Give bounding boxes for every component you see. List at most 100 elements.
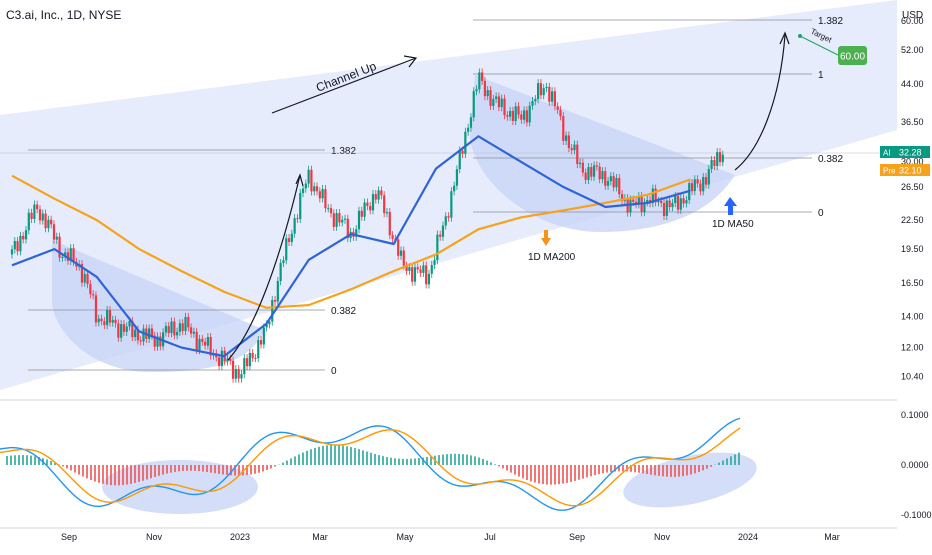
histogram-bar — [74, 465, 76, 473]
candle-body — [587, 167, 589, 180]
candle-body — [386, 212, 388, 213]
candle-body — [573, 145, 575, 151]
candle-body — [495, 96, 497, 98]
histogram-bar — [214, 465, 216, 473]
candle-body — [632, 200, 634, 202]
histogram-bar — [190, 465, 192, 471]
histogram-bar — [342, 446, 344, 465]
histogram-bar — [650, 465, 652, 475]
candle-body — [604, 171, 606, 186]
histogram-bar — [642, 465, 644, 473]
candle-body — [86, 274, 88, 284]
histogram-bar — [450, 454, 452, 465]
histogram-bar — [62, 465, 64, 466]
candle-body — [487, 90, 489, 96]
candle-body — [489, 90, 491, 106]
histogram-bar — [678, 465, 680, 477]
candle-body — [84, 274, 86, 283]
candle-body — [526, 110, 528, 122]
histogram-bar — [534, 465, 536, 483]
histogram-bar — [710, 465, 712, 467]
histogram-bar — [86, 465, 88, 478]
candle-body — [677, 196, 679, 210]
candle-body — [98, 319, 100, 323]
candle-body — [601, 171, 603, 179]
candle-body — [56, 237, 58, 240]
candle-body — [240, 374, 242, 378]
candle-body — [327, 208, 329, 209]
histogram-bar — [150, 465, 152, 478]
candle-body — [576, 145, 578, 164]
candle-body — [277, 281, 279, 302]
histogram-bar — [658, 465, 660, 476]
histogram-bar — [290, 458, 292, 465]
histogram-bar — [502, 465, 504, 468]
price-tick: 52.00 — [901, 45, 924, 55]
candle-body — [431, 265, 433, 274]
candle-body — [610, 176, 612, 181]
fib-label: 0 — [331, 366, 337, 377]
candle-body — [246, 358, 248, 366]
candle-body — [196, 332, 198, 350]
candle-body — [517, 106, 519, 114]
candle-body — [243, 358, 245, 374]
candle-body — [30, 213, 32, 219]
candle-body — [159, 336, 161, 346]
candle-body — [397, 239, 399, 255]
candle-body — [422, 265, 424, 272]
candle-body — [599, 167, 601, 180]
histogram-bar — [142, 465, 144, 481]
candle-body — [363, 203, 365, 217]
currency-label[interactable]: USD — [902, 10, 923, 21]
histogram-bar — [610, 465, 612, 472]
histogram-bar — [382, 456, 384, 465]
candle-body — [193, 332, 195, 334]
histogram-bar — [394, 458, 396, 465]
candle-body — [106, 310, 108, 325]
candle-body — [450, 191, 452, 217]
time-tick: May — [396, 532, 414, 542]
candle-body — [218, 357, 220, 366]
candle-body — [285, 238, 287, 260]
symbol-title: C3.ai, Inc., 1D, NYSE — [6, 8, 121, 22]
price-tick: 12.00 — [901, 343, 924, 353]
candle-body — [33, 205, 35, 219]
histogram-bar — [154, 465, 156, 477]
ma200-label: 1D MA200 — [528, 252, 576, 263]
candle-body — [702, 177, 704, 191]
histogram-bar — [282, 463, 284, 465]
candle-body — [523, 110, 525, 119]
target-value: 60.00 — [840, 52, 865, 63]
histogram-bar — [310, 449, 312, 465]
candle-body — [366, 203, 368, 206]
histogram-bar — [370, 453, 372, 465]
candle-body — [391, 235, 393, 239]
price-tag-value: 32.28 — [899, 148, 922, 158]
candle-body — [447, 216, 449, 217]
candle-body — [302, 189, 304, 194]
histogram-bar — [350, 447, 352, 465]
histogram-bar — [634, 465, 636, 472]
candle-body — [201, 339, 203, 342]
candle-body — [464, 132, 466, 154]
candle-body — [380, 190, 382, 195]
time-tick: 2024 — [738, 532, 758, 542]
histogram-bar — [114, 465, 116, 485]
candle-body — [274, 300, 276, 302]
candle-body — [316, 186, 318, 191]
histogram-bar — [182, 465, 184, 471]
candle-body — [47, 220, 49, 228]
histogram-bar — [546, 465, 548, 485]
candle-body — [408, 267, 410, 271]
candle-body — [453, 186, 455, 192]
candle-body — [16, 241, 18, 251]
histogram-bar — [22, 455, 24, 465]
histogram-bar — [410, 459, 412, 465]
candle-body — [719, 152, 721, 162]
candle-body — [299, 193, 301, 219]
candle-body — [711, 160, 713, 169]
candle-body — [148, 328, 150, 338]
histogram-bar — [346, 446, 348, 465]
